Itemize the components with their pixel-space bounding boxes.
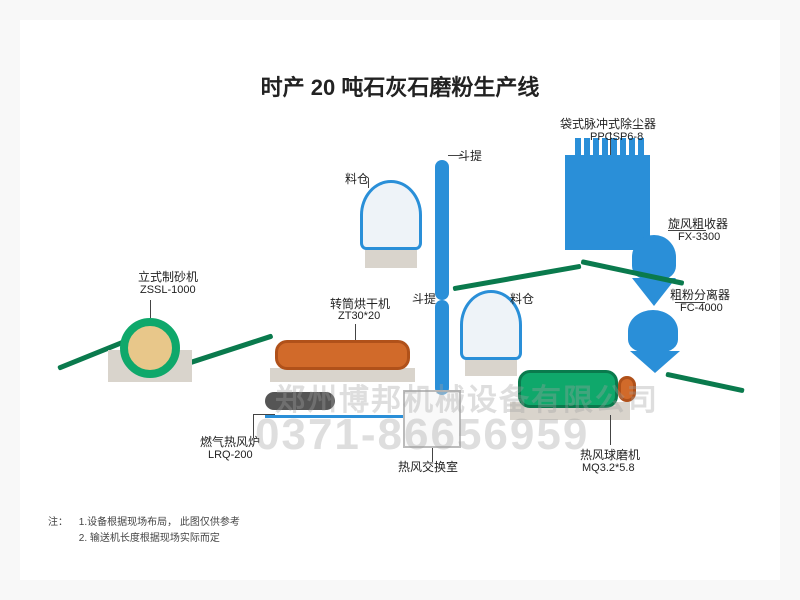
label-sand-name: 立式制砂机 (138, 268, 198, 285)
leader-ball-mill-v (610, 415, 611, 445)
watermark-phone: 0371-86656959 (255, 410, 589, 460)
notes-2: 2. 输送机长度根据现场实际而定 (79, 533, 220, 544)
sand-machine (120, 318, 180, 378)
leader-bucket-top (448, 155, 462, 156)
conveyor-3 (453, 264, 582, 291)
diagram-title: 时产 20 吨石灰石磨粉生产线 (20, 70, 780, 102)
rotary-dryer (275, 340, 410, 370)
label-stove-name: 燃气热风炉 (200, 433, 260, 450)
diagram-canvas: 时产 20 吨石灰石磨粉生产线 立式制砂机 ZSSL-1000 (20, 20, 780, 580)
silo-top (360, 180, 422, 250)
notes-heading: 注： (48, 515, 76, 531)
bucket-elevator-top (435, 160, 449, 300)
label-bucket-mid: 斗提 (412, 290, 436, 307)
notes-1: 1.设备根据现场布局， 此图仅供参考 (79, 517, 240, 528)
label-heatex-name: 热风交换室 (398, 458, 458, 475)
label-silo-top: 料仓 (345, 170, 369, 187)
label-cyclone-name: 旋风粗收器 (668, 215, 728, 232)
conveyor-5 (665, 372, 744, 394)
label-dust-name: 袋式脉冲式除尘器 (560, 115, 656, 132)
label-cyclone-model: FX-3300 (678, 231, 720, 243)
coarse-separator (628, 310, 678, 352)
label-coarsesep-name: 粗粉分离器 (670, 286, 730, 303)
notes: 注： 1.设备根据现场布局， 此图仅供参考 2. 输送机长度根据现场实际而定 (48, 515, 240, 547)
leader-dryer (355, 324, 356, 340)
conveyor-2 (182, 333, 274, 367)
label-sand-model: ZSSL-1000 (140, 284, 196, 296)
label-coarsesep-model: FC-4000 (680, 302, 723, 314)
dust-collector (565, 155, 650, 250)
label-dryer-model: ZT30*20 (338, 310, 380, 322)
silo-top-legs (365, 250, 417, 268)
label-silo-mid: 料仓 (510, 290, 534, 307)
silo-mid-legs (465, 360, 517, 376)
leader-sand (150, 300, 151, 318)
coarse-separator-cone (630, 351, 680, 373)
label-stove-model: LRQ-200 (208, 449, 253, 461)
label-dust-model: PPCSP6-8 (590, 131, 643, 143)
label-ballmill-model: MQ3.2*5.8 (582, 462, 635, 474)
